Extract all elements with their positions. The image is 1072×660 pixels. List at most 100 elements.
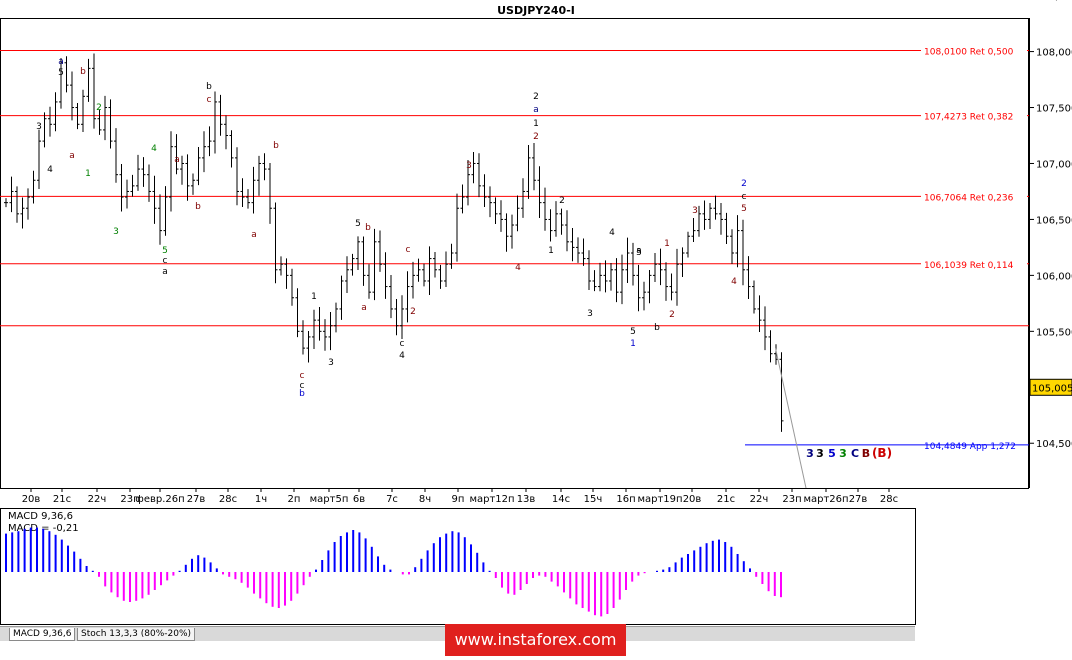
price-candle	[466, 160, 470, 206]
price-candle	[493, 197, 498, 224]
wave-label: 4	[731, 277, 737, 287]
macd-value-label: MACD = -0,21	[8, 523, 79, 534]
target-wave-label: C	[851, 447, 859, 460]
price-candle	[235, 147, 239, 206]
wave-label: a	[58, 57, 64, 67]
price-candle	[416, 258, 421, 282]
wave-label: 4	[151, 144, 157, 154]
wave-label: 1	[533, 119, 539, 129]
price-candle	[730, 229, 734, 264]
wave-label: 4	[515, 263, 521, 273]
price-candle	[625, 237, 630, 283]
wave-label: 2	[533, 132, 539, 142]
price-candle	[521, 178, 525, 218]
price-candle	[554, 201, 558, 237]
price-candle	[20, 197, 25, 229]
wave-label: 3	[36, 122, 42, 132]
macd-title: MACD 9,36,6	[8, 511, 73, 522]
wave-label: 5	[162, 246, 168, 256]
price-candle	[53, 92, 58, 132]
wave-label: a	[251, 230, 257, 240]
x-tick-label: 21с	[717, 494, 735, 505]
wave-label: 1	[85, 169, 91, 179]
price-candle	[499, 200, 503, 232]
price-candle	[702, 200, 707, 230]
wave-label: 4	[609, 228, 615, 238]
wave-label: 5	[58, 68, 64, 78]
x-tick-label: 2п	[288, 494, 301, 505]
wave-label: 1	[311, 292, 317, 302]
price-candle	[488, 186, 492, 218]
price-candle	[268, 163, 272, 224]
fib-level-label-bg	[921, 108, 1027, 123]
price-candle	[389, 275, 393, 319]
price-candle	[103, 95, 107, 141]
price-candle	[251, 166, 256, 214]
price-candle	[81, 89, 85, 133]
price-candle	[273, 202, 278, 284]
y-tick-label: 105,500	[1036, 327, 1072, 338]
price-candle	[669, 273, 674, 301]
price-candle	[482, 174, 487, 208]
price-candle	[361, 236, 366, 286]
price-candle	[334, 302, 338, 333]
fib-level-label: 107,4273 Ret 0,382	[924, 113, 1013, 123]
wave-label: 2	[669, 310, 675, 320]
wave-label: c	[742, 192, 747, 202]
price-candle	[724, 212, 729, 245]
price-candle	[59, 57, 63, 109]
price-candle	[510, 214, 514, 249]
price-candle	[290, 268, 294, 306]
price-candle	[653, 253, 657, 282]
x-tick-label: 20в	[683, 494, 702, 505]
projection-line	[775, 348, 807, 489]
price-candle	[422, 263, 426, 287]
wave-label: 1	[630, 339, 636, 349]
site-watermark-banner[interactable]: www.instaforex.com	[445, 624, 626, 656]
wave-label: b	[365, 223, 371, 233]
x-tick-label: февр.26п	[135, 494, 184, 505]
wave-label: 4	[399, 351, 405, 361]
price-candle	[295, 288, 300, 338]
price-candle	[526, 144, 531, 199]
price-candle	[306, 331, 311, 363]
price-candle	[713, 195, 718, 220]
x-tick-label: 8ч	[419, 494, 431, 505]
price-candle	[48, 106, 52, 137]
tab-macd[interactable]: MACD 9,36,6	[9, 628, 76, 641]
y-tick-label: 106,500	[1036, 215, 1072, 226]
y-tick-label: 107,500	[1036, 104, 1072, 115]
fib-level-label-bg	[921, 256, 1027, 271]
price-candle	[42, 112, 47, 148]
price-candle	[70, 71, 74, 121]
x-tick-label: 16п	[616, 494, 635, 505]
price-candle	[350, 253, 355, 276]
wave-label: 5	[355, 219, 361, 229]
wave-label: 2	[559, 196, 565, 206]
price-candle	[658, 248, 663, 286]
wave-label: 1	[548, 246, 554, 256]
price-candle	[609, 262, 613, 291]
x-tick-label: 6в	[353, 494, 365, 505]
target-wave-label: 3	[816, 447, 824, 460]
y-tick-label: 108,000	[1036, 48, 1072, 59]
wave-label: b	[206, 82, 212, 92]
price-candle	[438, 264, 443, 289]
price-candle	[548, 209, 553, 242]
price-candle	[218, 94, 223, 136]
wave-label: 5	[741, 204, 747, 214]
price-candle	[141, 157, 146, 187]
price-candle	[603, 260, 608, 293]
tab-stochastic[interactable]: Stoch 13,3,3 (80%-20%)	[77, 628, 196, 641]
price-candle	[647, 269, 652, 304]
wave-label: 3	[587, 309, 593, 319]
price-candle	[114, 128, 118, 183]
wave-label: c	[406, 245, 411, 255]
price-candle	[664, 262, 668, 301]
wave-label: 1	[664, 239, 670, 249]
price-candle	[587, 250, 591, 290]
price-candle	[394, 298, 399, 336]
wave-label: b	[80, 67, 86, 77]
price-candle	[746, 256, 751, 299]
